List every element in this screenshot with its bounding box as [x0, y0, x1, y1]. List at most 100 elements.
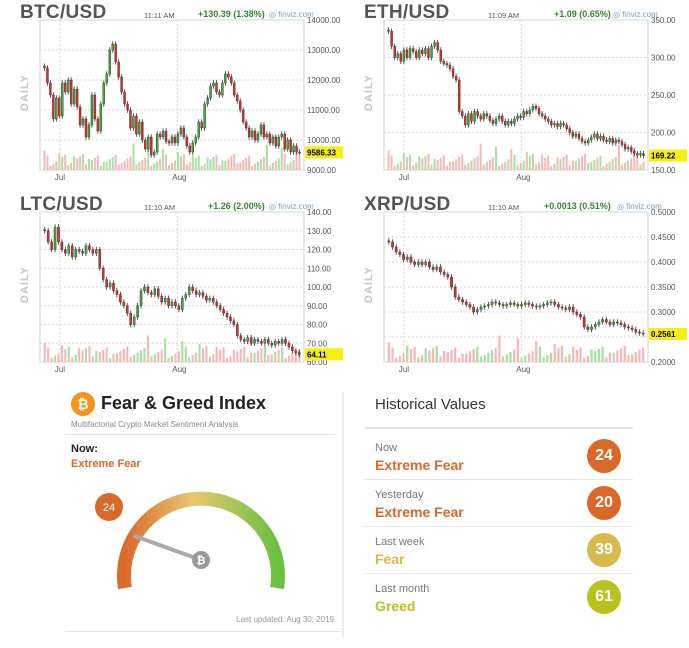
volume-bar [485, 162, 488, 170]
candle-body [411, 48, 415, 52]
y-tick-label: 0.3500 [651, 283, 676, 292]
volume-bar [501, 356, 505, 362]
volume-bar [245, 157, 248, 170]
volume-bar [442, 351, 446, 362]
candle-body [509, 302, 512, 305]
volume-bar [483, 355, 486, 362]
divider [365, 427, 633, 429]
finviz-brand[interactable]: ◎ finviz.com [613, 10, 658, 19]
volume-bar [601, 346, 604, 362]
volume-bar [387, 150, 390, 170]
volume-bar [236, 163, 239, 170]
volume-bar [568, 165, 571, 170]
candle-body [298, 352, 301, 355]
volume-bar [415, 163, 418, 170]
candle-body [485, 113, 489, 117]
candle-body [522, 111, 525, 118]
volume-bar [442, 155, 445, 170]
candle-body [129, 313, 132, 325]
volume-bar [126, 346, 129, 362]
candle-body [442, 271, 446, 275]
candle-body [500, 115, 504, 122]
volume-bar [74, 355, 77, 362]
volume-bar [61, 157, 64, 170]
candle-body [574, 133, 578, 137]
volume-bar [454, 347, 457, 362]
candle-body [295, 145, 298, 153]
volume-bar [617, 145, 620, 170]
candle-body [534, 305, 538, 308]
volume-bar [71, 357, 74, 362]
candle-body [577, 133, 581, 139]
volume-bar [60, 345, 63, 362]
candle-body [179, 127, 183, 135]
volume-bar [159, 159, 162, 170]
volume-bar [642, 347, 645, 362]
volume-bar [418, 156, 421, 170]
volume-bar [490, 350, 494, 362]
volume-bar [509, 352, 512, 362]
candle-body [623, 144, 627, 150]
history-row: Last month Greed 61 [365, 574, 633, 620]
candle-body [457, 79, 461, 112]
candle-body [84, 118, 88, 138]
candle-body [516, 304, 520, 307]
plot-frame [39, 19, 305, 171]
candle-body [233, 82, 236, 96]
finviz-brand[interactable]: ◎ finviz.com [617, 202, 662, 211]
candle-body [136, 305, 139, 318]
candle-body [468, 304, 472, 308]
volume-bar [265, 145, 268, 170]
candle-body [262, 124, 266, 138]
y-tick-label: 120.00 [307, 246, 332, 255]
volume-bar [287, 355, 291, 362]
candle-body [247, 127, 251, 138]
volume-bar [531, 351, 534, 362]
candle-body [108, 49, 111, 75]
volume-bar [136, 352, 139, 362]
volume-bar [593, 160, 596, 170]
candle-body [260, 341, 263, 344]
volume-bar [267, 355, 270, 362]
volume-bar [458, 157, 461, 170]
candle-body [405, 256, 409, 260]
candle-body [627, 326, 630, 329]
volume-bar [428, 350, 431, 362]
volume-bar [164, 338, 167, 362]
volume-bar [160, 349, 163, 362]
volume-bar [58, 153, 61, 170]
candle-body [634, 329, 638, 333]
volume-bar [633, 147, 636, 170]
candle-body [244, 121, 248, 129]
volume-bar [102, 161, 105, 170]
candle-body [616, 321, 619, 324]
finviz-brand[interactable]: ◎ finviz.com [269, 202, 314, 211]
candle-body [630, 327, 634, 330]
volume-bar [430, 164, 433, 170]
volume-bar [251, 166, 254, 170]
volume-bar [538, 162, 541, 170]
candle-body [590, 326, 593, 330]
candle-body [50, 241, 53, 250]
volume-bar [575, 349, 578, 362]
candle-body [205, 296, 208, 301]
candle-body [146, 286, 150, 293]
volume-bar [259, 159, 262, 170]
volume-bar [387, 342, 390, 362]
last-price-marker [305, 146, 343, 159]
candle-body [123, 91, 126, 105]
y-tick-label: 13000.00 [307, 46, 341, 55]
volume-bar [165, 154, 168, 170]
candle-body [580, 138, 584, 142]
volume-bar [84, 348, 88, 362]
volume-bar [224, 160, 227, 170]
gauge-needle [133, 534, 203, 562]
candle-body [206, 97, 209, 105]
candle-body [416, 261, 420, 265]
finviz-brand[interactable]: ◎ finviz.com [269, 10, 314, 19]
volume-bar [143, 348, 146, 362]
candle-body [424, 261, 428, 265]
volume-bar [55, 161, 58, 170]
volume-bar [109, 358, 112, 362]
candle-body [507, 121, 510, 126]
